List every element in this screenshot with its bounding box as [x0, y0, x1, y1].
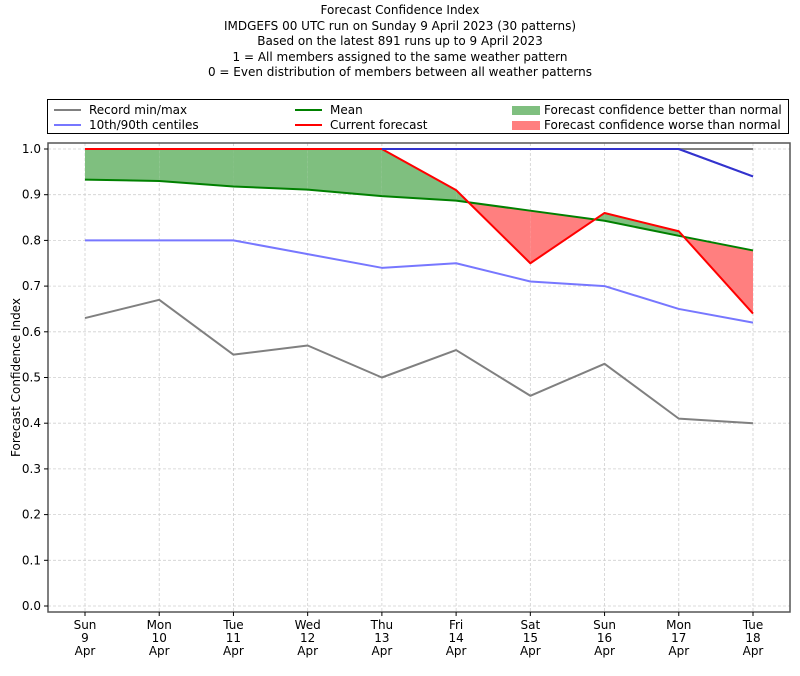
series-line-current-forecast	[85, 148, 754, 315]
fill-better-than-normal	[381, 149, 457, 201]
x-tick-label: Thu	[370, 618, 394, 632]
legend-item-current: Current forecast	[295, 118, 427, 132]
x-tick-label: Tue	[742, 618, 764, 632]
y-tick-label: 0.0	[22, 599, 41, 613]
series-line-10th-centile	[85, 239, 754, 324]
x-tick-label: Mon	[147, 618, 172, 632]
legend-label-worse: Forecast confidence worse than normal	[544, 118, 781, 132]
chart-subtitle-1: IMDGEFS 00 UTC run on Sunday 9 April 202…	[223, 18, 577, 33]
fill-better-than-normal	[85, 149, 160, 181]
legend-item-record: Record min/max	[54, 103, 187, 117]
chart-subtitle-4: 0 = Even distribution of members between…	[207, 65, 593, 79]
legend-label-current: Current forecast	[330, 118, 428, 132]
x-tick-label: Apr	[372, 644, 393, 658]
fill-better-than-normal	[604, 212, 679, 236]
legend-item-centiles: 10th/90th centiles	[54, 118, 199, 132]
legend-swatch-current	[295, 124, 322, 126]
y-tick-label: 0.8	[22, 233, 41, 247]
legend-swatch-record	[54, 109, 81, 111]
y-tick-label: 0.9	[22, 188, 41, 202]
x-tick-label: Apr	[743, 644, 764, 658]
x-tick-label: 18	[745, 631, 760, 645]
y-tick-label: 1.0	[22, 142, 41, 156]
legend: Record min/max 10th/90th centiles Mean C…	[47, 99, 789, 134]
y-tick-label: 0.3	[22, 462, 41, 476]
x-tick-label: Wed	[295, 618, 321, 632]
legend-swatch-worse	[512, 120, 540, 130]
chart-title-block: Forecast Confidence Index IMDGEFS 00 UTC…	[0, 3, 800, 81]
x-tick-label: Apr	[520, 644, 541, 658]
fill-worse-than-normal	[530, 210, 595, 264]
legend-label-better: Forecast confidence better than normal	[544, 103, 782, 117]
x-tick-label: Apr	[446, 644, 467, 658]
legend-label-centiles: 10th/90th centiles	[89, 118, 199, 132]
y-tick-label: 0.7	[22, 279, 41, 293]
x-tick-label: Apr	[594, 644, 615, 658]
chart-subtitle-3: 1 = All members assigned to the same wea…	[232, 49, 568, 64]
y-tick-label: 0.6	[22, 325, 41, 339]
y-tick-label: 0.1	[22, 553, 41, 567]
x-tick-label: 14	[448, 631, 463, 645]
y-tick-label: 0.5	[22, 371, 41, 385]
x-tick-label: 12	[300, 631, 315, 645]
series-line-mean	[84, 178, 754, 252]
legend-swatch-centiles	[54, 124, 81, 126]
chart-title: Forecast Confidence Index	[320, 3, 480, 17]
x-tick-label: Mon	[666, 618, 691, 632]
legend-swatch-better	[512, 105, 540, 115]
x-tick-label: Fri	[449, 618, 463, 632]
legend-item-worse: Forecast confidence worse than normal	[512, 118, 781, 132]
x-tick-label: Apr	[75, 644, 96, 658]
x-tick-label: Tue	[222, 618, 244, 632]
y-tick-label: 0.2	[22, 508, 41, 522]
series-line-90th-centile-overlay	[381, 148, 754, 178]
y-tick-label: 0.4	[22, 416, 41, 430]
x-tick-label: 13	[374, 631, 389, 645]
legend-label-mean: Mean	[330, 103, 363, 117]
legend-swatch-mean	[295, 109, 322, 111]
x-tick-label: 15	[523, 631, 538, 645]
x-tick-label: 9	[81, 631, 89, 645]
x-tick-label: Apr	[149, 644, 170, 658]
grid	[48, 143, 790, 612]
chart-subtitle-2: Based on the latest 891 runs up to 9 Apr…	[257, 34, 543, 48]
confidence-fills	[85, 149, 753, 314]
legend-item-mean: Mean	[295, 103, 363, 117]
x-tick-label: Apr	[223, 644, 244, 658]
series-lines	[84, 148, 754, 425]
x-tick-label: Sun	[593, 618, 616, 632]
legend-label-record: Record min/max	[89, 103, 188, 117]
legend-item-better: Forecast confidence better than normal	[512, 103, 782, 117]
y-axis-label: Forecast Confidence Index	[9, 298, 23, 457]
x-axis-ticks: Sun9AprMon10AprTue11AprWed12AprThu13AprF…	[74, 612, 764, 658]
fill-better-than-normal	[159, 149, 234, 187]
y-axis-ticks: 0.0 0.1 0.2 0.3 0.4 0.5 0.6 0.7 0.8 0.9 1.0	[22, 142, 48, 613]
series-line-record-min	[84, 298, 754, 425]
x-tick-label: Sat	[520, 618, 540, 632]
fill-better-than-normal	[233, 149, 308, 190]
x-tick-label: 17	[671, 631, 686, 645]
x-tick-label: 16	[597, 631, 612, 645]
x-tick-label: Apr	[668, 644, 689, 658]
x-tick-label: 10	[152, 631, 167, 645]
x-tick-label: Sun	[74, 618, 97, 632]
x-tick-label: 11	[226, 631, 241, 645]
x-tick-label: Apr	[297, 644, 318, 658]
fill-better-than-normal	[307, 149, 382, 197]
